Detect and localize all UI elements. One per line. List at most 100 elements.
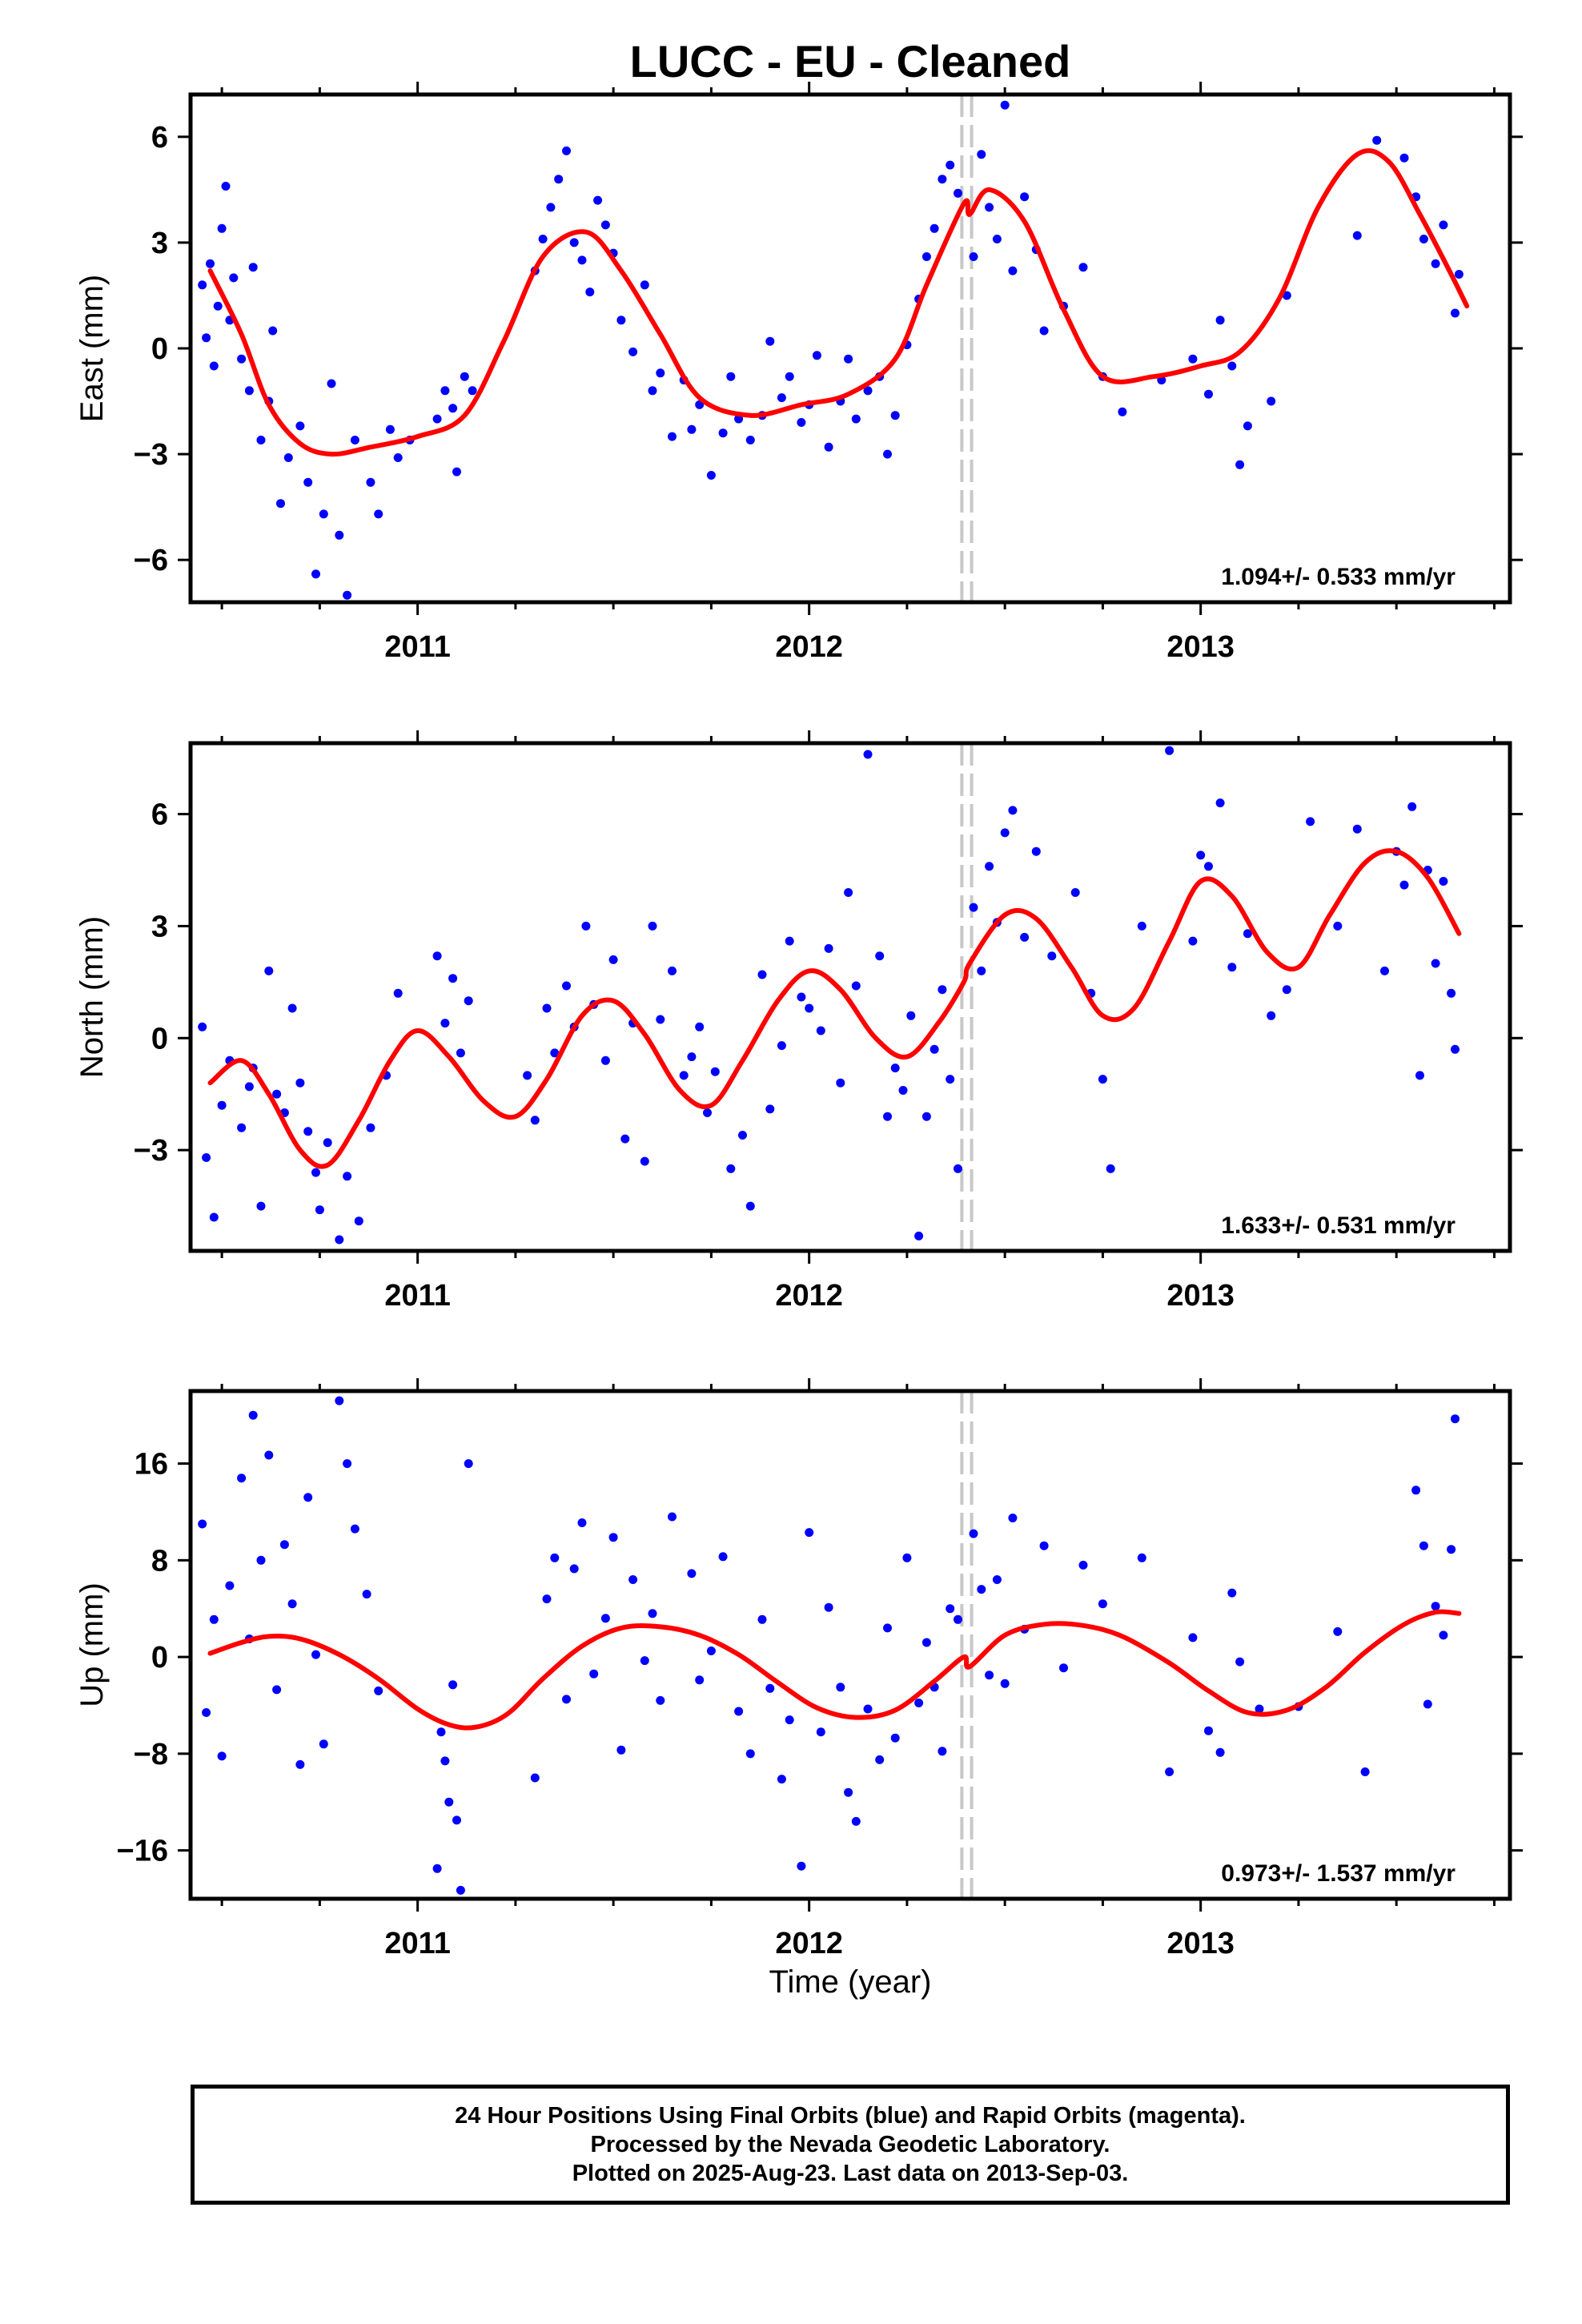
y-tick-label: −6 <box>134 544 168 577</box>
data-point <box>883 1112 892 1121</box>
data-point <box>734 1707 744 1716</box>
data-point <box>217 1100 227 1110</box>
data-point <box>695 1022 705 1031</box>
plot-area <box>198 743 1462 1251</box>
x-tick-label-2013: 2013 <box>1166 1279 1235 1313</box>
data-point <box>738 1131 747 1140</box>
data-point <box>209 1212 219 1222</box>
data-point <box>851 981 861 991</box>
data-point <box>440 386 450 396</box>
data-point <box>562 146 571 155</box>
data-point <box>1039 326 1049 336</box>
data-point <box>954 1164 962 1173</box>
data-point <box>1020 932 1030 942</box>
data-point <box>875 1755 885 1764</box>
data-point <box>1227 963 1237 972</box>
data-point <box>562 981 571 991</box>
data-point <box>706 1647 716 1655</box>
data-point <box>343 1172 352 1181</box>
data-point <box>985 203 994 212</box>
data-point <box>777 1041 786 1051</box>
data-point <box>311 1168 320 1177</box>
data-point <box>237 1123 247 1132</box>
data-point <box>295 1759 305 1769</box>
y-tick-label: 8 <box>151 1544 168 1578</box>
y-tick-label: 0 <box>151 1641 168 1675</box>
y-axis-label: Up (mm) <box>74 1582 110 1707</box>
data-point <box>883 449 892 459</box>
data-point <box>844 888 853 897</box>
data-point <box>448 404 458 413</box>
data-point <box>319 509 328 519</box>
data-point <box>264 966 274 975</box>
data-point <box>656 1695 665 1705</box>
data-point <box>656 368 665 378</box>
data-point <box>1098 1599 1107 1609</box>
x-tick-label-2011: 2011 <box>384 1279 450 1313</box>
data-point <box>311 1650 320 1659</box>
data-point <box>198 1022 207 1031</box>
data-point <box>1188 1633 1198 1642</box>
data-point <box>718 428 728 438</box>
data-point <box>1451 308 1460 318</box>
rate-label: 1.633+/- 0.531 mm/yr <box>1221 1212 1456 1239</box>
data-point <box>1204 389 1213 399</box>
data-point <box>323 1138 332 1148</box>
fit-line <box>207 148 1470 457</box>
data-point <box>902 1553 912 1562</box>
data-point <box>977 150 986 159</box>
data-point <box>432 951 442 961</box>
data-point <box>797 418 806 427</box>
rate-label: 1.094+/- 0.533 mm/yr <box>1221 564 1456 590</box>
data-point <box>244 1082 254 1092</box>
data-point <box>600 220 610 230</box>
data-point <box>726 1164 736 1173</box>
data-point <box>1215 1747 1225 1757</box>
data-point <box>687 1569 697 1578</box>
data-point <box>1227 361 1237 371</box>
data-point <box>554 175 564 184</box>
y-axis-label: East (mm) <box>74 275 110 422</box>
data-point <box>668 966 677 975</box>
data-point <box>295 1078 305 1088</box>
data-point <box>883 1623 892 1633</box>
data-point <box>890 1733 900 1743</box>
data-point <box>295 421 305 431</box>
data-point <box>585 287 595 297</box>
data-point <box>374 509 383 519</box>
plot-frame <box>188 92 1512 605</box>
data-point <box>844 1787 853 1797</box>
data-point <box>628 1575 638 1584</box>
data-point <box>468 386 477 396</box>
data-point <box>1137 921 1146 931</box>
data-point <box>608 1533 618 1542</box>
data-point <box>836 1683 845 1692</box>
data-point <box>648 1609 657 1618</box>
data-point <box>938 985 947 995</box>
data-point <box>1360 1767 1370 1776</box>
y-tick-label: 3 <box>151 910 168 943</box>
data-point <box>237 354 247 364</box>
data-point <box>460 372 469 381</box>
data-point <box>1431 1602 1440 1611</box>
panel-east: 2011 2012 2013 −6 −3 0 3 6 East (mm) 1.094+/- 0.5… <box>74 82 1523 664</box>
data-point <box>1333 921 1343 931</box>
caption-line-3: Plotted on 2025-Aug-23. Last data on 201… <box>572 2161 1129 2186</box>
data-point <box>562 1695 571 1704</box>
data-point <box>237 1474 247 1483</box>
data-point <box>930 223 939 233</box>
data-point <box>335 1396 344 1405</box>
data-point <box>969 1529 978 1538</box>
fit-line <box>207 1609 1462 1731</box>
data-point <box>1008 1514 1018 1522</box>
data-point <box>816 1727 825 1737</box>
data-point <box>1439 1630 1448 1640</box>
data-point <box>946 1075 955 1084</box>
x-tick-label-2012: 2012 <box>775 630 843 664</box>
data-point <box>542 1594 552 1604</box>
data-point <box>217 223 227 233</box>
data-point <box>1306 817 1315 826</box>
data-point <box>777 1775 786 1784</box>
data-point <box>914 1699 924 1707</box>
